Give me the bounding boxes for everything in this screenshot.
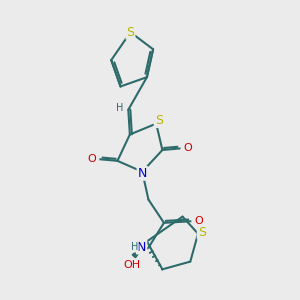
Polygon shape (132, 242, 147, 258)
Text: S: S (155, 114, 163, 127)
Text: OH: OH (124, 260, 141, 270)
Text: S: S (198, 226, 206, 238)
Text: H: H (116, 103, 123, 113)
Text: S: S (127, 26, 134, 39)
Text: N: N (137, 241, 146, 254)
Text: H: H (131, 242, 138, 252)
Text: O: O (184, 143, 193, 154)
Text: O: O (195, 216, 203, 226)
Text: N: N (138, 167, 147, 180)
Text: O: O (87, 154, 96, 164)
